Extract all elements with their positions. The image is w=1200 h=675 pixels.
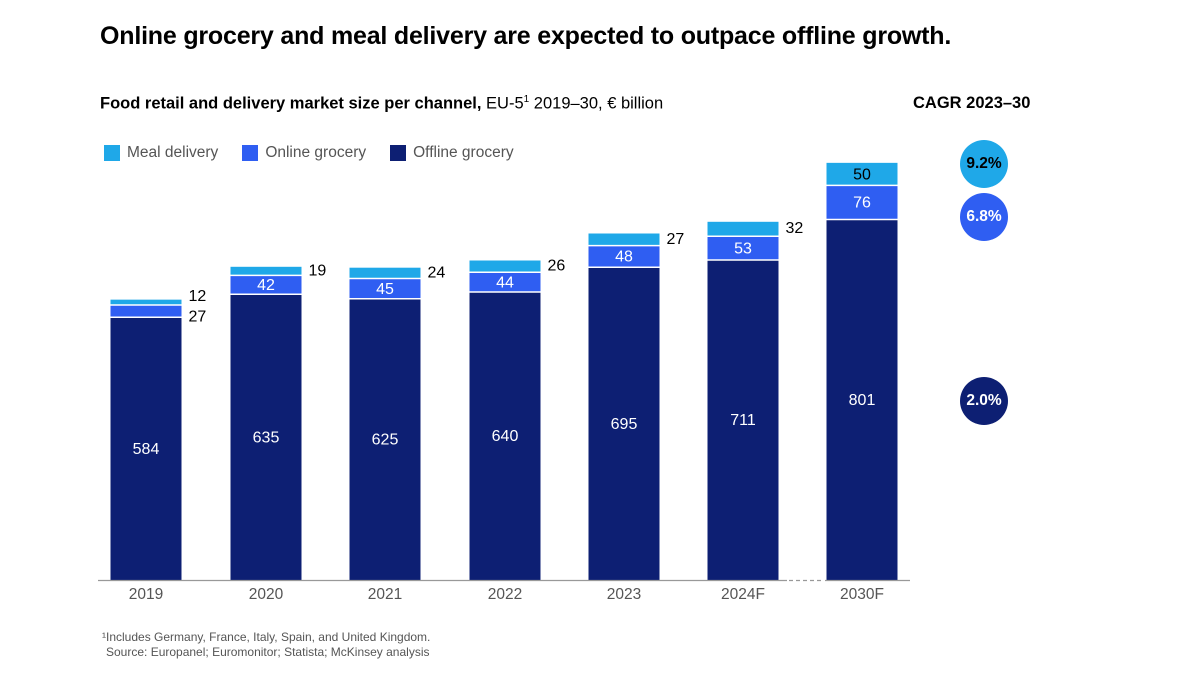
value-label-online-grocery-2024f: 53 <box>734 240 752 257</box>
bar-offline-grocery-2021 <box>349 298 421 580</box>
chart-title: Online grocery and meal delivery are exp… <box>100 22 952 50</box>
bar-online-grocery-2021 <box>349 278 421 299</box>
value-label-meal-delivery-2020: 19 <box>309 262 327 279</box>
legend-item-meal-delivery: Meal delivery <box>104 144 218 162</box>
value-label-meal-delivery-2022: 26 <box>548 258 566 275</box>
cagr-bubble-meal-delivery: 9.2% <box>960 140 1008 188</box>
footnote: ¹Includes Germany, France, Italy, Spain,… <box>102 630 430 660</box>
bar-meal-delivery-2023 <box>588 233 660 246</box>
subtitle-region: EU-5 <box>481 94 524 113</box>
x-tick-label-2024f: 2024F <box>721 586 765 603</box>
value-label-online-grocery-2021: 45 <box>376 281 394 298</box>
legend: Meal delivery Online grocery Offline gro… <box>104 144 514 162</box>
bar-offline-grocery-2020 <box>230 294 302 580</box>
bar-offline-grocery-2019 <box>110 317 182 580</box>
cagr-value-online-grocery: 6.8% <box>966 208 1002 225</box>
x-tick-label-2023: 2023 <box>607 586 641 603</box>
value-label-offline-grocery-2019: 584 <box>133 441 160 458</box>
bar-meal-delivery-2021 <box>349 267 421 279</box>
x-tick-label-2021: 2021 <box>368 586 402 603</box>
bar-online-grocery-2020 <box>230 275 302 295</box>
cagr-bubble-online-grocery: 6.8% <box>960 193 1008 241</box>
legend-item-offline-grocery: Offline grocery <box>390 144 514 162</box>
bar-meal-delivery-2020 <box>230 266 302 276</box>
bar-online-grocery-2022 <box>469 272 541 292</box>
value-label-online-grocery-2023: 48 <box>615 249 633 266</box>
x-tick-label-2022: 2022 <box>488 586 522 603</box>
value-label-meal-delivery-2024f: 32 <box>786 220 804 237</box>
legend-label-meal-delivery: Meal delivery <box>127 144 219 161</box>
x-tick-label-2030f: 2030F <box>840 586 884 603</box>
subtitle-footnote-mark: 1 <box>523 94 530 105</box>
footnote-countries: ¹Includes Germany, France, Italy, Spain,… <box>102 630 431 644</box>
bar-online-grocery-2023 <box>588 245 660 268</box>
x-tick-label-2020: 2020 <box>249 586 284 603</box>
legend-label-offline-grocery: Offline grocery <box>413 144 514 161</box>
cagr-value-meal-delivery: 9.2% <box>966 155 1002 172</box>
cagr-bubble-offline-grocery: 2.0% <box>960 377 1008 425</box>
footnote-source: Source: Europanel; Euromonitor; Statista… <box>106 645 430 659</box>
value-label-meal-delivery-2030f: 50 <box>853 166 871 183</box>
bar-online-grocery-2030f <box>826 185 898 220</box>
value-label-offline-grocery-2021: 625 <box>372 432 399 449</box>
bar-online-grocery-2019 <box>110 305 182 318</box>
cagr-value-offline-grocery: 2.0% <box>966 392 1002 409</box>
cagr-title: CAGR 2023–30 <box>913 94 1031 112</box>
bar-meal-delivery-2019 <box>110 299 182 306</box>
bar-meal-delivery-2022 <box>469 260 541 273</box>
x-tick-label-2019: 2019 <box>129 586 163 603</box>
bar-offline-grocery-2022 <box>469 292 541 580</box>
bar-offline-grocery-2023 <box>588 267 660 580</box>
legend-swatch-online-grocery <box>242 145 259 161</box>
value-label-online-grocery-2022: 44 <box>496 274 514 291</box>
value-label-online-grocery-2030f: 76 <box>853 195 871 212</box>
value-label-meal-delivery-2023: 27 <box>667 231 685 248</box>
value-label-offline-grocery-2022: 640 <box>492 428 519 445</box>
bar-meal-delivery-2024f <box>707 221 779 237</box>
value-label-online-grocery-2019: 27 <box>189 308 207 325</box>
bar-offline-grocery-2024f <box>707 260 779 580</box>
legend-swatch-offline-grocery <box>390 145 407 161</box>
bar-meal-delivery-2030f <box>826 162 898 186</box>
chart-subtitle: Food retail and delivery market size per… <box>100 94 663 114</box>
subtitle-range: 2019–30, € billion <box>529 94 664 113</box>
value-label-online-grocery-2020: 42 <box>257 277 275 294</box>
legend-label-online-grocery: Online grocery <box>265 144 367 161</box>
value-label-meal-delivery-2019: 12 <box>189 288 207 305</box>
bar-online-grocery-2024f <box>707 236 779 261</box>
value-label-offline-grocery-2020: 635 <box>253 429 280 446</box>
value-label-meal-delivery-2021: 24 <box>428 264 446 281</box>
value-label-offline-grocery-2030f: 801 <box>849 392 876 409</box>
legend-swatch-meal-delivery <box>104 145 120 161</box>
legend-item-online-grocery: Online grocery <box>242 144 366 162</box>
subtitle-bold: Food retail and delivery market size per… <box>100 94 482 113</box>
value-label-offline-grocery-2023: 695 <box>611 416 638 433</box>
bar-offline-grocery-2030f <box>826 219 898 581</box>
value-label-offline-grocery-2024f: 711 <box>730 412 756 429</box>
